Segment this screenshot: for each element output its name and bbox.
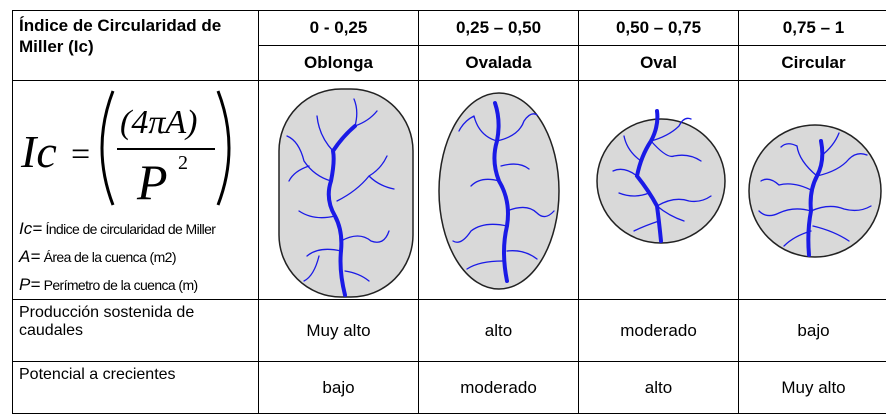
cell-value: alto <box>579 362 739 414</box>
formula-lhs: Ic <box>20 126 57 177</box>
data-row: Producción sostenida de caudales Muy alt… <box>13 300 886 362</box>
definition-text: Perímetro de la cuenca (m) <box>44 277 198 293</box>
cell-value: bajo <box>259 362 419 414</box>
basin-ovalshape <box>579 81 739 299</box>
range: 0 - 0,25 <box>259 11 419 46</box>
definition-text: Índice de circularidad de Miller <box>45 221 215 237</box>
range: 0,75 – 1 <box>739 11 886 46</box>
cell-value: Muy alto <box>739 362 886 414</box>
formula-exponent: 2 <box>178 152 188 174</box>
shape-cell <box>259 81 419 300</box>
table-title: Índice de Circularidad de Miller (Ic) <box>13 11 259 81</box>
shape-name: Circular <box>739 46 886 81</box>
shape-name: Oblonga <box>259 46 419 81</box>
symbol: Ic= <box>19 219 42 238</box>
range: 0,25 – 0,50 <box>419 11 579 46</box>
left-paren <box>102 91 113 205</box>
figure-row: Ic = (4πA) P 2 Ic= Índice de circularida… <box>13 81 886 300</box>
header-row: Índice de Circularidad de Miller (Ic) 0 … <box>13 11 886 46</box>
symbol: P= <box>19 275 40 294</box>
row-label: Producción sostenida de caudales <box>13 300 259 362</box>
basin-circular <box>739 81 886 299</box>
shape-cell <box>419 81 579 300</box>
shape-cell <box>739 81 886 300</box>
row-label: Potencial a crecientes <box>13 362 259 414</box>
basin-oval <box>419 81 579 299</box>
definition-text: Área de la cuenca (m2) <box>44 249 176 265</box>
circularity-table: Índice de Circularidad de Miller (Ic) 0 … <box>12 10 886 414</box>
cell-value: moderado <box>579 300 739 362</box>
symbol: A= <box>19 247 40 266</box>
shape-name: Ovalada <box>419 46 579 81</box>
formula-numerator: (4πA) <box>120 104 197 141</box>
basin-oblong <box>259 81 419 299</box>
cell-value: Muy alto <box>259 300 419 362</box>
basin-outline <box>749 125 881 257</box>
cell-value: moderado <box>419 362 579 414</box>
range: 0,50 – 0,75 <box>579 11 739 46</box>
right-paren <box>218 91 229 205</box>
definition: A= Área de la cuenca (m2) <box>19 243 215 271</box>
formula-equals: = <box>71 136 90 173</box>
data-row: Potencial a crecientes bajo moderado alt… <box>13 362 886 414</box>
definitions: Ic= Índice de circularidad de Miller A= … <box>19 215 215 299</box>
formula-denominator: P <box>136 154 168 210</box>
formula: Ic = (4πA) P 2 <box>13 81 259 211</box>
definition: P= Perímetro de la cuenca (m) <box>19 271 215 299</box>
definition: Ic= Índice de circularidad de Miller <box>19 215 215 243</box>
cell-value: bajo <box>739 300 886 362</box>
formula-cell: Ic = (4πA) P 2 Ic= Índice de circularida… <box>13 81 259 300</box>
shape-cell <box>579 81 739 300</box>
shape-name: Oval <box>579 46 739 81</box>
basin-outline <box>279 89 413 297</box>
cell-value: alto <box>419 300 579 362</box>
